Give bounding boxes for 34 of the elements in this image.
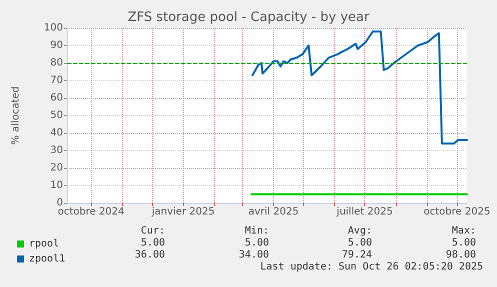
- text: 98.00: [446, 250, 476, 260]
- text: 5.00: [244, 238, 270, 248]
- text: 36.00: [134, 250, 166, 260]
- y-tick-label: 30: [50, 145, 63, 156]
- text: Avg:: [348, 226, 372, 236]
- y-tick-label: 40: [50, 128, 63, 138]
- x-tick-label: avril 2025: [248, 206, 299, 218]
- y-tick-label: 80: [50, 58, 63, 68]
- line-series: [251, 30, 468, 144]
- y-tick-label: 60: [50, 92, 63, 104]
- x-tick-label: octobre 2024: [58, 206, 124, 218]
- x-tick-label: juillet 2025: [336, 206, 393, 218]
- x-tick-label: janvier 2025: [150, 206, 215, 218]
- text: 5.00: [140, 238, 166, 248]
- y-tick-label: 70: [50, 75, 63, 86]
- text: 5.00: [452, 238, 476, 248]
- text: Last update: Sun Oct 26 02:05:20 2025: [260, 262, 484, 272]
- text: Max:: [452, 226, 476, 236]
- y-tick-label: 0: [56, 198, 63, 208]
- x-tick-label: octobre 2025: [424, 206, 490, 218]
- chart-title: ZFS storage pool - Capacity - by year: [128, 10, 370, 25]
- text: Cur:: [140, 226, 165, 236]
- y-axis-title: % allocated: [10, 86, 22, 145]
- text: 79.24: [342, 250, 372, 260]
- text: 5.00: [348, 238, 372, 248]
- legend-label: zpool1: [29, 254, 66, 264]
- y-tick-label: 20: [50, 162, 63, 174]
- y-tick-label: 10: [50, 180, 63, 191]
- y-tick-label: 100: [44, 22, 63, 34]
- text: Min:: [244, 226, 269, 236]
- legend-label: rpool: [29, 238, 60, 250]
- text: 34.00: [238, 250, 270, 260]
- y-tick-label: 90: [50, 40, 63, 51]
- y-tick-label: 50: [50, 110, 63, 121]
